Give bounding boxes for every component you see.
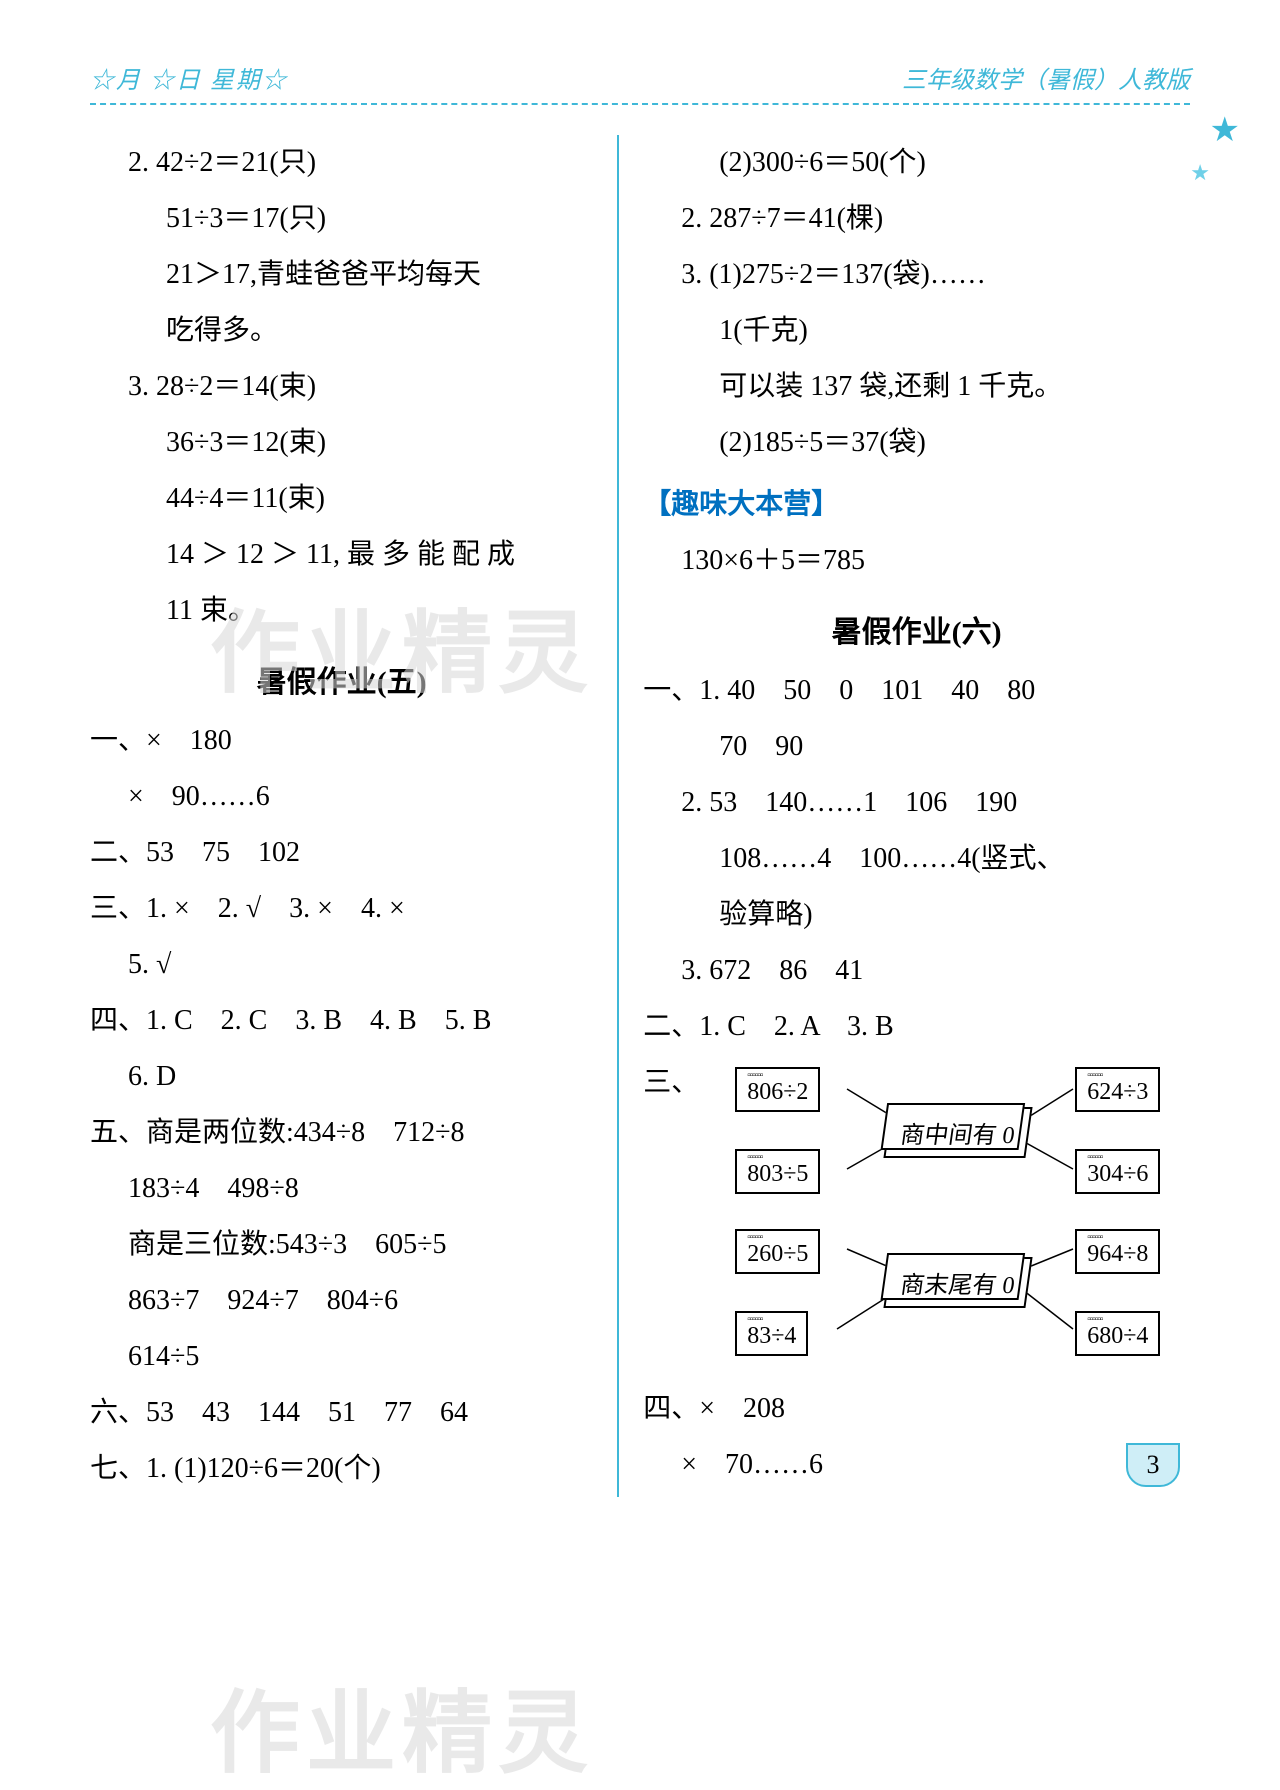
problem-text: 51÷3＝17(只)	[90, 191, 593, 247]
diagram-center-node: 商中间有 0	[884, 1107, 1033, 1158]
content-columns: 2. 42÷2＝21(只) 51÷3＝17(只) 21＞17,青蛙爸爸平均每天 …	[90, 135, 1190, 1497]
answer-text: 四、× 208	[643, 1381, 1190, 1437]
answer-text: 验算略)	[643, 887, 1190, 943]
answer-text: 可以装 137 袋,还剩 1 千克。	[643, 359, 1190, 415]
section-title: 暑假作业(六)	[643, 607, 1190, 651]
answer-text: 2. 287÷7＝41(棵)	[643, 191, 1190, 247]
section-title: 暑假作业(五)	[90, 657, 593, 701]
diagram-node: ▫▫▫▫▫▫680÷4	[1075, 1311, 1160, 1356]
diagram-node: ▫▫▫▫▫▫83÷4	[735, 1311, 808, 1356]
diagram-node: ▫▫▫▫▫▫964÷8	[1075, 1229, 1160, 1274]
diagram-node: ▫▫▫▫▫▫803÷5	[735, 1149, 820, 1194]
answer-text: 3. (1)275÷2＝137(袋)……	[643, 247, 1190, 303]
answer-text: 一、× 180	[90, 713, 593, 769]
answer-text: 130×6＋5＝785	[643, 533, 1190, 589]
answer-text: 183÷4 498÷8	[90, 1161, 593, 1217]
answer-text: 5. √	[90, 937, 593, 993]
answer-text: 863÷7 924÷7 804÷6	[90, 1273, 593, 1329]
problem-text: 2. 42÷2＝21(只)	[90, 135, 593, 191]
classification-diagram: ▫▫▫▫▫▫806÷2 ▫▫▫▫▫▫803÷5 ▫▫▫▫▫▫260÷5 ▫▫▫▫▫▫8…	[687, 1061, 1190, 1381]
problem-text: 44÷4＝11(束)	[90, 471, 593, 527]
answer-text: (2)185÷5＝37(袋)	[643, 415, 1190, 471]
section-label: 【趣味大本营】	[643, 477, 1190, 533]
problem-text: 3. 28÷2＝14(束)	[90, 359, 593, 415]
answer-text: 6. D	[90, 1049, 593, 1105]
answer-text: 三、1. × 2. √ 3. × 4. ×	[90, 881, 593, 937]
answer-text: 3. 672 86 41	[643, 943, 1190, 999]
diagram-node: ▫▫▫▫▫▫624÷3	[1075, 1067, 1160, 1112]
answer-text: 614÷5	[90, 1329, 593, 1385]
answer-text: (2)300÷6＝50(个)	[643, 135, 1190, 191]
star-icon: ★	[1190, 160, 1210, 186]
header-date: ☆月 ☆日 星期☆	[90, 60, 288, 95]
answer-text: 108……4 100……4(竖式、	[643, 831, 1190, 887]
diagram-node: ▫▫▫▫▫▫806÷2	[735, 1067, 820, 1112]
right-column: (2)300÷6＝50(个) 2. 287÷7＝41(棵) 3. (1)275÷…	[623, 135, 1190, 1497]
section-number: 三、	[643, 1055, 687, 1381]
answer-text: 1(千克)	[643, 303, 1190, 359]
answer-text: 2. 53 140……1 106 190	[643, 775, 1190, 831]
answer-text: 五、商是两位数:434÷8 712÷8	[90, 1105, 593, 1161]
page-header: ☆月 ☆日 星期☆ 三年级数学（暑假）人教版	[90, 60, 1190, 105]
answer-text: 一、1. 40 50 0 101 40 80	[643, 663, 1190, 719]
answer-text: 七、1. (1)120÷6＝20(个)	[90, 1441, 593, 1497]
problem-text: 36÷3＝12(束)	[90, 415, 593, 471]
answer-text: 商是三位数:543÷3 605÷5	[90, 1217, 593, 1273]
answer-text: × 70……6	[643, 1437, 1190, 1493]
star-icon: ★	[1210, 110, 1240, 150]
diagram-center-node: 商末尾有 0	[884, 1257, 1033, 1308]
answer-text: 六、53 43 144 51 77 64	[90, 1385, 593, 1441]
problem-text: 吃得多。	[90, 303, 593, 359]
diagram-node: ▫▫▫▫▫▫304÷6	[1075, 1149, 1160, 1194]
problem-text: 11 束。	[90, 583, 593, 639]
answer-text: 四、1. C 2. C 3. B 4. B 5. B	[90, 993, 593, 1049]
answer-text: 二、53 75 102	[90, 825, 593, 881]
header-subject: 三年级数学（暑假）人教版	[902, 60, 1190, 95]
problem-text: 14 ＞ 12 ＞ 11, 最 多 能 配 成	[90, 527, 593, 583]
diagram-node: ▫▫▫▫▫▫260÷5	[735, 1229, 820, 1274]
page-number: 3	[1126, 1443, 1180, 1487]
answer-text: × 90……6	[90, 769, 593, 825]
answer-text: 二、1. C 2. A 3. B	[643, 999, 1190, 1055]
problem-text: 21＞17,青蛙爸爸平均每天	[90, 247, 593, 303]
answer-text: 70 90	[643, 719, 1190, 775]
left-column: 2. 42÷2＝21(只) 51÷3＝17(只) 21＞17,青蛙爸爸平均每天 …	[90, 135, 613, 1497]
watermark: 作业精灵	[210, 1660, 594, 1790]
column-divider	[617, 135, 619, 1497]
